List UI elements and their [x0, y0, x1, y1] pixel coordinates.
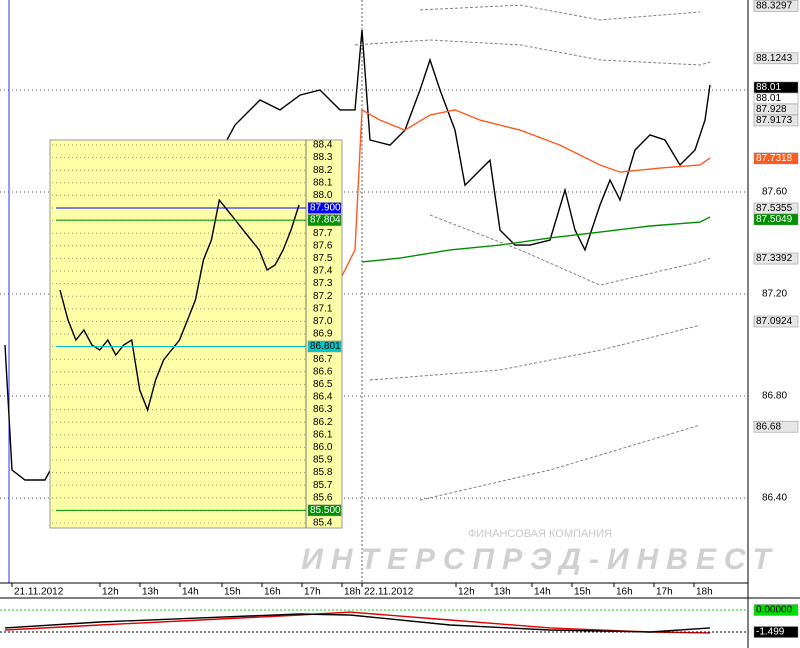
x-tick-label: 16h: [264, 587, 281, 598]
y-tick-label: 86.2: [313, 417, 333, 428]
y-tick-label: 85.7: [313, 480, 333, 491]
y-tick-label: 87.1: [313, 303, 333, 314]
y-tick-label: 88.3: [313, 152, 333, 163]
price-box: [307, 340, 342, 353]
price-line: [4, 613, 711, 633]
x-tick-label: 18h: [344, 587, 361, 598]
x-tick-label: 14h: [182, 587, 199, 598]
y-tick-label: 85.6: [313, 492, 333, 503]
y-tick-label: 86.7: [313, 354, 333, 365]
y-tick-label: 87.20: [762, 289, 787, 300]
x-tick-label: 13h: [142, 587, 159, 598]
price-line: [59, 198, 300, 413]
x-tick-label: 16h: [616, 587, 633, 598]
y-tick-label: 88.0: [313, 190, 333, 201]
price-box: [753, 0, 799, 12]
price-box: [307, 202, 342, 214]
price-box-label: 87.3392: [756, 253, 793, 264]
price-box: [307, 214, 342, 226]
price-box: [307, 504, 342, 517]
price-line: [339, 108, 711, 281]
y-tick-label: 86.40: [762, 493, 787, 504]
x-tick-label: 14h: [534, 587, 551, 598]
x-tick-label: 17h: [656, 587, 673, 598]
price-box: [753, 420, 799, 433]
x-tick-label: 15h: [224, 587, 241, 598]
price-line: [361, 216, 711, 263]
x-tick-label: 17h: [304, 587, 321, 598]
price-box-label: -1.499: [756, 627, 785, 638]
price-box-label: 86.68: [756, 421, 781, 432]
band-line: [354, 39, 711, 66]
price-box-label: 88.1243: [756, 53, 793, 64]
y-tick-label: 88.4: [313, 140, 333, 151]
y-tick-label: 86.80: [762, 391, 787, 402]
price-box-label: 87.900: [310, 203, 341, 214]
price-box-label: 0.00000: [756, 605, 793, 616]
price-box: [753, 152, 799, 165]
x-tick-label: 12h: [102, 587, 119, 598]
y-tick-label: 87.3: [313, 278, 333, 289]
y-tick-label: 87.7: [313, 228, 333, 239]
price-box-label: 87.7318: [756, 153, 793, 164]
y-tick-label: 87.2: [313, 291, 333, 302]
price-box: [753, 604, 799, 616]
y-tick-label: 86.1: [313, 429, 333, 440]
x-tick-label: 21.11.2012: [14, 587, 64, 598]
watermark-line2: ИНТЕРСПРЭД-ИНВЕСТ: [301, 543, 778, 576]
price-box-label: 87.804: [310, 215, 341, 226]
x-tick-label: 22.11.2012: [364, 587, 414, 598]
y-tick-label: 87.4: [313, 266, 333, 277]
price-line: [4, 30, 711, 481]
price-box-label: 88.3297: [756, 1, 793, 12]
y-tick-label: 87.60: [762, 187, 787, 198]
y-tick-label: 87.0: [313, 316, 333, 327]
band-line: [419, 4, 701, 21]
x-tick-label: 12h: [458, 587, 475, 598]
band-line: [419, 424, 701, 501]
x-tick-label: 13h: [494, 587, 511, 598]
y-tick-label: 86.4: [313, 392, 333, 403]
price-box-label: 87.0924: [756, 316, 793, 327]
y-tick-label: 86.0: [313, 442, 333, 453]
panel-2: 0.00000 -1.499: [0, 604, 799, 638]
price-box-label: 87.9173: [756, 115, 793, 126]
y-tick-label: 86.5: [313, 379, 333, 390]
price-box: [753, 315, 799, 328]
price-box-label: 88.01: [756, 93, 781, 104]
x-tick-label: 15h: [574, 587, 591, 598]
x-tick-label: 18h: [696, 587, 713, 598]
price-box: [753, 52, 799, 65]
band-line: [369, 324, 701, 381]
watermark-line1: ФИНАНСОВАЯ КОМПАНИЯ: [468, 528, 612, 540]
y-tick-label: 88.1: [313, 177, 333, 188]
y-tick-label: 87.6: [313, 240, 333, 251]
price-box-label: 87.928: [756, 104, 787, 115]
y-tick-label: 85.8: [313, 467, 333, 478]
y-tick-label: 87.5: [313, 253, 333, 264]
price-box-label: 87.5049: [756, 214, 793, 225]
y-tick-label: 86.3: [313, 404, 333, 415]
price-box-label: 85.500: [310, 505, 341, 516]
panel-1: 88.488.388.288.188.087.987.887.787.687.5…: [49, 139, 343, 529]
y-tick-label: 88.2: [313, 165, 333, 176]
price-box: [753, 213, 799, 226]
y-tick-label: 86.9: [313, 329, 333, 340]
y-tick-label: 86.6: [313, 366, 333, 377]
price-box: [753, 626, 799, 638]
price-box-label: 86.801: [310, 341, 341, 352]
price-box-label: 87.5355: [756, 203, 793, 214]
price-box: [753, 114, 799, 127]
band-line: [429, 214, 711, 286]
y-tick-label: 85.4: [313, 518, 333, 529]
y-tick-label: 85.9: [313, 455, 333, 466]
price-box-label: 88.01: [756, 82, 781, 93]
price-box: [753, 252, 799, 265]
